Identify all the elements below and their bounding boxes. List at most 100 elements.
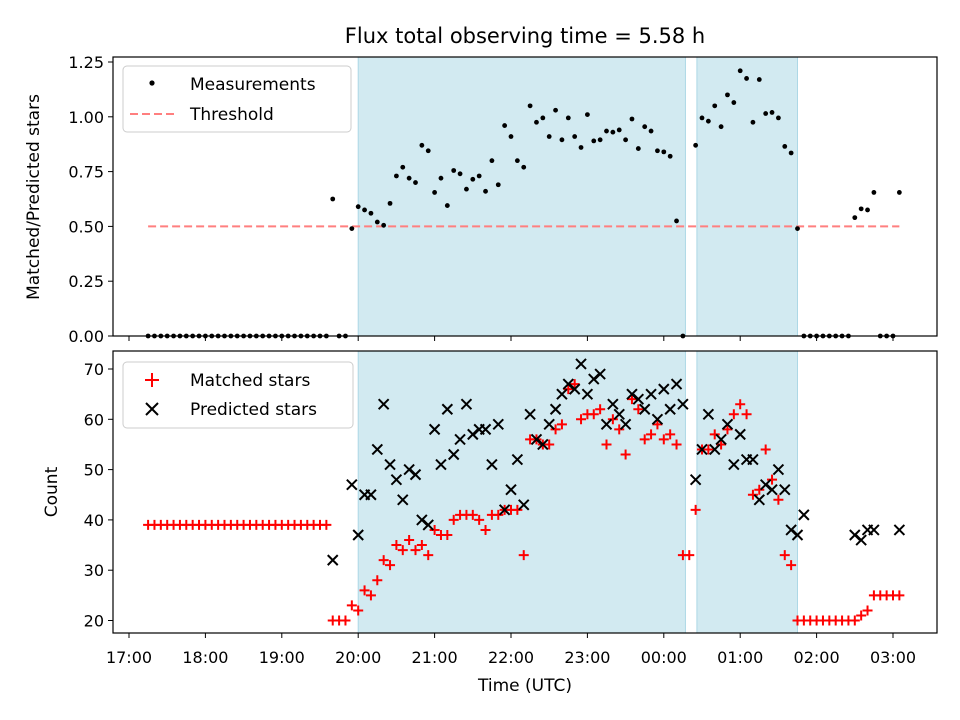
predicted-star-point: [352, 529, 364, 541]
matched-star-point: [716, 439, 727, 450]
measurement-point: [642, 124, 648, 130]
matched-star-point: [353, 605, 364, 616]
measurement-point: [483, 188, 488, 194]
predicted-star-point: [607, 398, 619, 410]
predicted-star-point: [441, 403, 454, 415]
counts-x-tick-label: 00:00: [641, 648, 687, 667]
predicted-star-point: [384, 458, 396, 471]
ratio-y-tick-label: 0.25: [68, 272, 104, 291]
matched-star-point: [410, 545, 421, 556]
matched-star-point: [894, 590, 905, 601]
predicted-star-point: [486, 458, 498, 471]
predicted-star-point: [371, 443, 384, 456]
measurement-point: [572, 134, 578, 139]
matched-star-point: [728, 409, 739, 420]
ratio-axes-frame: [112, 56, 938, 337]
predicted-star-point: [747, 453, 759, 466]
predicted-star-point: [702, 408, 715, 420]
measurement-point: [616, 127, 622, 133]
matched-star-point: [391, 540, 402, 551]
predicted-star-point: [447, 448, 460, 461]
measurement-point: [419, 142, 425, 148]
measurement-point: [546, 134, 552, 139]
predicted-star-point: [664, 403, 676, 415]
predicted-star-point: [868, 524, 880, 536]
measurement-point: [763, 111, 769, 116]
matched-star-point: [467, 509, 478, 520]
counts-y-tick-label: 50: [84, 461, 104, 480]
matched-star-point: [595, 404, 606, 415]
counts-y-tick-label: 60: [84, 410, 104, 429]
matched-star-point: [709, 429, 720, 440]
matched-star-point: [423, 550, 434, 561]
matched-star-point: [639, 434, 650, 445]
measurement-point: [464, 186, 469, 192]
measurement-point: [788, 150, 794, 156]
predicted-star-point: [454, 433, 466, 446]
measurement-point: [368, 210, 374, 216]
x-axis-label: Time (UTC): [477, 676, 572, 696]
measurement-point: [635, 146, 641, 151]
counts-panel: 20 30 40 50 60 70 17:00 18:00 19:00 20:00 21:00 22…: [42, 350, 938, 696]
matched-star-point: [722, 424, 733, 435]
measurement-point: [782, 143, 788, 149]
predicted-star-point: [327, 554, 339, 566]
ratio-legend: Measurements Threshold: [122, 65, 352, 133]
matched-star-point: [767, 474, 778, 485]
matched-star-point: [340, 615, 351, 626]
matched-star-point: [665, 429, 676, 440]
predicted-star-point: [377, 398, 390, 410]
matched-star-point: [556, 419, 567, 430]
counts-x-tick-label: 23:00: [564, 648, 610, 667]
predicted-star-point: [766, 484, 778, 496]
predicted-star-point: [728, 458, 740, 471]
predicted-star-point: [619, 418, 632, 431]
predicted-star-point: [549, 403, 562, 415]
measurement-point: [432, 190, 437, 195]
measurement-point: [718, 124, 724, 130]
matched-star-point: [747, 489, 758, 500]
matched-star-point: [359, 585, 370, 596]
predicted-stars-points: [327, 358, 906, 566]
measurement-point: [705, 118, 711, 124]
predicted-star-point: [772, 463, 785, 476]
matched-star-point: [658, 434, 669, 445]
measurement-point: [502, 123, 508, 128]
predicted-star-point: [435, 458, 447, 471]
measurement-point: [559, 137, 565, 143]
shaded-span: [696, 350, 799, 634]
measurement-point: [852, 215, 858, 221]
measurement-point: [457, 171, 463, 177]
chart-title: Flux total observing time = 5.58 h: [345, 24, 705, 48]
matched-star-point: [550, 424, 561, 435]
measurement-point: [508, 134, 514, 139]
measurement-point: [667, 153, 673, 159]
measurement-point: [514, 158, 520, 164]
matched-star-point: [773, 494, 784, 505]
matched-star-point: [569, 379, 580, 390]
predicted-star-point: [600, 418, 613, 431]
measurement-point: [744, 76, 749, 81]
measurement-point: [591, 138, 597, 144]
counts-x-tick-label: 03:00: [870, 648, 916, 667]
matched-star-point: [588, 409, 599, 420]
matched-star-point: [365, 590, 376, 601]
measurement-point: [381, 222, 387, 228]
measurement-point: [585, 112, 590, 118]
measurement-point: [795, 226, 800, 231]
measurement-point: [374, 219, 380, 225]
predicted-star-point: [709, 443, 721, 456]
predicted-star-point: [397, 494, 409, 506]
predicted-star-point: [632, 393, 645, 405]
measurement-point: [648, 128, 654, 134]
matched-star-point: [563, 384, 574, 395]
predicted-star-point: [798, 509, 810, 521]
legend-measurements-label: Measurements: [190, 75, 316, 95]
predicted-star-point: [753, 494, 766, 506]
predicted-star-point: [645, 388, 657, 400]
predicted-star-point: [613, 408, 625, 420]
matched-star-point: [493, 509, 504, 520]
measurement-point: [495, 182, 501, 188]
measurement-point: [553, 107, 558, 113]
